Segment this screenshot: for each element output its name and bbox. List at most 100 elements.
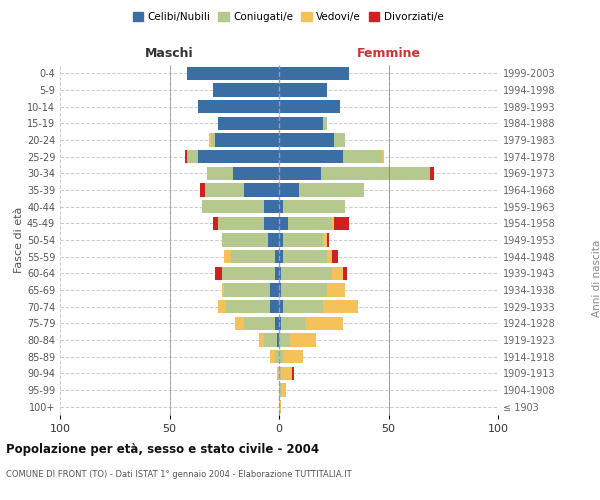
Bar <box>235 316 279 330</box>
Bar <box>279 116 327 130</box>
Bar <box>279 266 332 280</box>
Bar <box>279 250 338 264</box>
Bar <box>198 100 279 114</box>
Bar <box>279 166 430 180</box>
Bar <box>279 66 349 80</box>
Bar <box>233 166 279 180</box>
Bar <box>279 200 345 213</box>
Bar <box>209 134 279 146</box>
Bar <box>279 234 323 246</box>
Bar <box>279 234 283 246</box>
Bar <box>224 250 279 264</box>
Bar <box>279 84 327 96</box>
Bar <box>279 384 286 396</box>
Bar <box>218 116 279 130</box>
Bar <box>214 84 279 96</box>
Bar <box>279 284 345 296</box>
Bar <box>277 366 279 380</box>
Bar <box>277 334 279 346</box>
Bar <box>211 134 279 146</box>
Bar <box>218 216 279 230</box>
Bar <box>279 150 343 164</box>
Bar <box>279 300 323 314</box>
Bar <box>279 134 345 146</box>
Bar <box>222 284 279 296</box>
Bar <box>218 116 279 130</box>
Bar <box>279 300 358 314</box>
Bar <box>207 166 279 180</box>
Bar <box>275 350 279 364</box>
Bar <box>279 166 434 180</box>
Bar <box>279 84 327 96</box>
Bar <box>275 250 279 264</box>
Bar <box>224 250 279 264</box>
Bar <box>218 116 279 130</box>
Bar <box>279 84 327 96</box>
Bar <box>279 384 286 396</box>
Bar <box>226 300 279 314</box>
Bar <box>279 250 283 264</box>
Bar <box>279 66 349 80</box>
Bar <box>218 116 279 130</box>
Bar <box>207 166 279 180</box>
Bar <box>279 350 303 364</box>
Bar <box>270 300 279 314</box>
Bar <box>279 100 340 114</box>
Bar <box>279 366 281 380</box>
Bar <box>279 100 340 114</box>
Bar <box>279 316 343 330</box>
Bar <box>185 150 279 164</box>
Bar <box>279 334 290 346</box>
Bar <box>187 66 279 80</box>
Bar <box>187 150 279 164</box>
Bar <box>202 200 279 213</box>
Bar <box>279 284 327 296</box>
Text: Maschi: Maschi <box>145 47 194 60</box>
Bar <box>207 166 279 180</box>
Bar <box>279 384 281 396</box>
Bar <box>222 234 279 246</box>
Bar <box>279 366 295 380</box>
Bar <box>198 100 279 114</box>
Bar <box>214 84 279 96</box>
Bar <box>263 216 279 230</box>
Bar <box>263 334 279 346</box>
Bar <box>279 216 288 230</box>
Bar <box>218 300 279 314</box>
Bar <box>279 150 384 164</box>
Bar <box>214 84 279 96</box>
Bar <box>279 300 283 314</box>
Bar <box>198 150 279 164</box>
Bar <box>214 84 279 96</box>
Bar <box>279 116 327 130</box>
Bar <box>279 216 349 230</box>
Text: Anni di nascita: Anni di nascita <box>592 240 600 318</box>
Bar <box>222 284 279 296</box>
Bar <box>279 316 281 330</box>
Text: COMUNE DI FRONT (TO) - Dati ISTAT 1° gennaio 2004 - Elaborazione TUTTITALIA.IT: COMUNE DI FRONT (TO) - Dati ISTAT 1° gen… <box>6 470 352 479</box>
Bar <box>277 366 279 380</box>
Bar <box>279 334 316 346</box>
Bar <box>214 216 279 230</box>
Bar <box>222 266 279 280</box>
Bar <box>279 350 303 364</box>
Bar <box>187 66 279 80</box>
Y-axis label: Fasce di età: Fasce di età <box>14 207 24 273</box>
Bar <box>279 234 329 246</box>
Bar <box>198 100 279 114</box>
Text: Femmine: Femmine <box>356 47 421 60</box>
Bar <box>279 200 283 213</box>
Bar <box>198 100 279 114</box>
Bar <box>279 284 281 296</box>
Bar <box>279 316 305 330</box>
Bar <box>279 134 334 146</box>
Bar <box>279 166 320 180</box>
Bar <box>279 266 347 280</box>
Bar <box>187 66 279 80</box>
Bar <box>259 334 279 346</box>
Bar <box>279 66 349 80</box>
Bar <box>279 134 345 146</box>
Bar <box>187 66 279 80</box>
Text: Popolazione per età, sesso e stato civile - 2004: Popolazione per età, sesso e stato civil… <box>6 442 319 456</box>
Bar <box>279 66 349 80</box>
